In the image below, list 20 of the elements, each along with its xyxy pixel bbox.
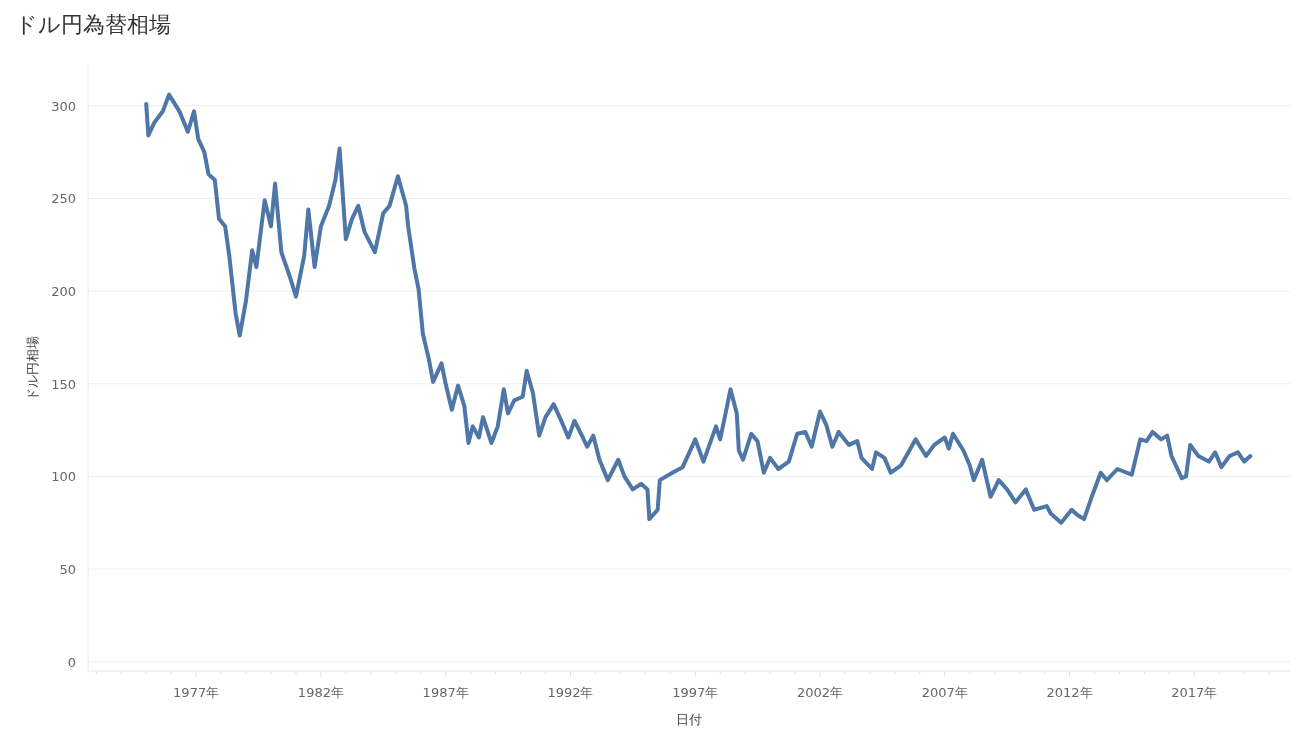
y-axis-title: ドル円相場: [25, 335, 40, 401]
line-series: [144, 92, 1253, 525]
x-tick-label: 1977年: [173, 685, 220, 700]
x-tick-label: 1992年: [547, 685, 594, 700]
y-tick-label: 250: [51, 191, 76, 207]
y-tick-label: 100: [51, 469, 76, 485]
x-tick-label: 2007年: [921, 685, 968, 700]
x-axis-title: 日付: [676, 712, 702, 727]
y-tick-label: 300: [51, 98, 76, 114]
chart-title: ドル円為替相場: [15, 12, 171, 37]
x-tick-label: 1982年: [297, 685, 344, 700]
x-tick-label: 2002年: [796, 685, 844, 700]
y-tick-label: 0: [67, 654, 76, 670]
y-tick-label: 150: [51, 376, 76, 392]
y-tick-label: 200: [51, 284, 76, 300]
x-tick-label: 2017年: [1171, 685, 1218, 700]
x-tick-label: 2012年: [1046, 685, 1093, 700]
x-tick-label: 1987年: [422, 685, 469, 700]
y-tick-label: 50: [59, 562, 76, 578]
x-tick-label: 1997年: [672, 685, 719, 700]
